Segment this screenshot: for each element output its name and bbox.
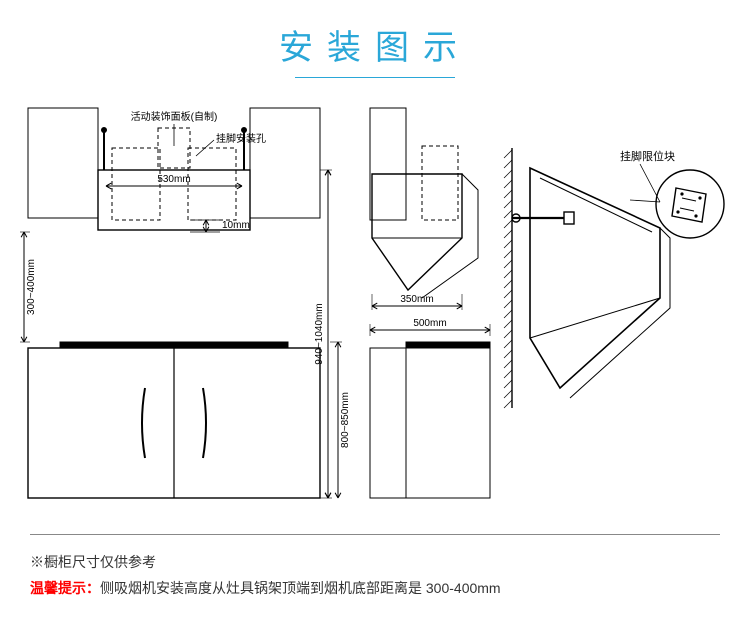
svg-text:300~400mm: 300~400mm xyxy=(26,259,37,315)
svg-text:挂脚限位块: 挂脚限位块 xyxy=(620,149,675,163)
installation-diagram: 活动装饰面板(自制) 挂脚安装孔 530mm 10mm 940~1040mm 300~40… xyxy=(20,88,730,538)
warning-label: 温馨提示： xyxy=(30,580,100,596)
side-view: 350mm 500mm xyxy=(370,108,490,498)
svg-text:挂脚安装孔: 挂脚安装孔 xyxy=(216,132,266,145)
svg-text:800~850mm: 800~850mm xyxy=(340,392,351,448)
page-title: 安装图示 xyxy=(0,0,750,77)
svg-text:350mm: 350mm xyxy=(400,294,433,305)
front-view: 活动装饰面板(自制) 挂脚安装孔 530mm 10mm 940~1040mm 300~40… xyxy=(20,108,351,498)
detail-view: 挂脚限位块 xyxy=(504,148,724,408)
footnote-warning: 温馨提示：侧吸烟机安装高度从灶具锅架顶端到烟机底部距离是 300-400mm xyxy=(30,575,720,602)
svg-text:530mm: 530mm xyxy=(157,174,190,185)
svg-text:活动装饰面板(自制): 活动装饰面板(自制) xyxy=(131,110,218,123)
title-underline xyxy=(295,77,455,78)
svg-text:940~1040mm: 940~1040mm xyxy=(314,303,325,364)
footer: ※橱柜尺寸仅供参考 温馨提示：侧吸烟机安装高度从灶具锅架顶端到烟机底部距离是 3… xyxy=(30,534,720,602)
footnote-reference: ※橱柜尺寸仅供参考 xyxy=(30,549,720,576)
svg-text:500mm: 500mm xyxy=(413,318,446,329)
warning-text: 侧吸烟机安装高度从灶具锅架顶端到烟机底部距离是 300-400mm xyxy=(100,580,501,596)
svg-text:10mm: 10mm xyxy=(222,220,250,231)
